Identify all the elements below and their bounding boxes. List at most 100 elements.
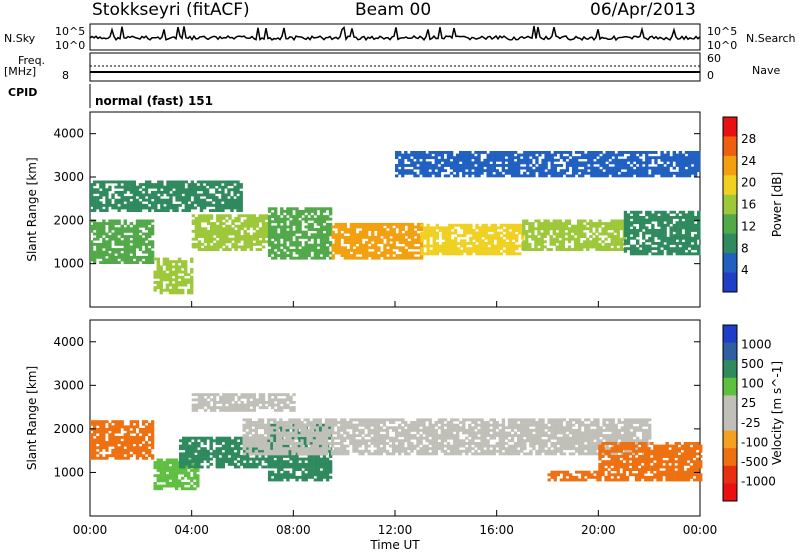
data-cell	[319, 235, 324, 239]
data-cell	[480, 169, 484, 173]
data-cell	[129, 209, 134, 212]
data-cell	[507, 158, 512, 162]
data-cell	[135, 229, 140, 233]
data-cell	[681, 210, 686, 214]
data-cell	[316, 233, 321, 237]
data-cell	[377, 235, 381, 239]
data-cell	[660, 174, 664, 178]
data-cell	[138, 451, 143, 455]
data-cell	[349, 442, 353, 445]
data-cell	[312, 423, 316, 427]
data-cell	[231, 229, 235, 233]
data-cell	[283, 470, 287, 474]
data-cell	[663, 223, 667, 227]
data-cell	[616, 219, 620, 223]
data-cell	[254, 439, 258, 443]
data-cell	[328, 470, 333, 474]
data-cell	[498, 171, 503, 175]
data-cell	[605, 174, 609, 178]
data-cell	[202, 206, 207, 210]
data-cell	[416, 161, 420, 165]
data-cell	[358, 449, 362, 453]
data-cell	[472, 234, 476, 238]
data-cell	[280, 225, 284, 229]
data-cell	[165, 265, 170, 269]
data-cell	[337, 243, 341, 247]
data-cell	[159, 291, 163, 295]
data-cell	[444, 234, 449, 238]
data-cell	[346, 251, 350, 255]
data-cell	[331, 256, 335, 260]
data-cell	[460, 223, 464, 227]
data-cell	[407, 169, 411, 173]
data-cell	[355, 256, 360, 260]
data-cell	[632, 244, 637, 248]
data-cell	[114, 201, 118, 205]
data-cell	[340, 426, 344, 430]
data-cell	[206, 465, 210, 469]
data-cell	[687, 249, 692, 253]
data-cell	[179, 452, 183, 456]
data-cell	[129, 438, 134, 442]
data-cell	[188, 460, 192, 464]
data-cell	[426, 226, 430, 230]
data-cell	[157, 198, 161, 202]
data-cell	[505, 244, 510, 248]
data-cell	[558, 224, 563, 228]
data-cell	[447, 242, 452, 245]
data-cell	[651, 226, 655, 230]
data-cell	[267, 455, 272, 458]
data-cell	[583, 227, 587, 231]
data-cell	[126, 258, 130, 262]
data-cell	[200, 214, 205, 218]
data-cell	[99, 428, 103, 431]
data-cell	[263, 439, 268, 443]
data-cell	[386, 225, 390, 229]
data-cell	[672, 153, 676, 157]
data-cell	[614, 158, 618, 162]
data-cell	[227, 183, 231, 186]
data-cell	[355, 248, 360, 252]
data-cell	[678, 171, 683, 175]
data-cell	[251, 452, 256, 456]
data-cell	[141, 224, 146, 228]
data-cell	[233, 180, 237, 184]
data-cell	[188, 452, 192, 456]
data-cell	[463, 234, 467, 238]
data-cell	[295, 235, 299, 239]
data-cell	[215, 455, 219, 458]
data-cell	[184, 190, 188, 194]
data-cell	[286, 235, 290, 239]
data-cell	[602, 161, 606, 165]
data-cell	[654, 242, 658, 245]
data-cell	[209, 462, 213, 466]
data-cell	[251, 434, 256, 437]
data-cell	[168, 260, 173, 264]
data-cell	[93, 451, 97, 455]
data-cell	[358, 246, 363, 250]
data-cell	[283, 241, 287, 244]
data-cell	[416, 222, 421, 226]
data-cell	[555, 235, 559, 238]
data-cell	[216, 245, 220, 249]
data-cell	[465, 156, 469, 160]
data-cell	[216, 235, 220, 238]
data-cell	[693, 229, 698, 232]
data-cell	[623, 171, 628, 175]
data-cell	[221, 198, 225, 202]
data-cell	[639, 223, 643, 227]
data-cell	[218, 449, 222, 453]
data-cell	[690, 239, 695, 243]
data-cell	[276, 447, 280, 451]
data-cell	[636, 249, 640, 253]
data-cell	[319, 256, 324, 260]
data-cell	[230, 198, 234, 202]
data-cell	[279, 457, 283, 461]
data-cell	[114, 438, 118, 442]
data-cell	[221, 180, 225, 184]
data-cell	[620, 161, 624, 165]
data-cell	[141, 255, 146, 259]
data-cell	[93, 188, 97, 192]
data-cell	[279, 449, 283, 453]
data-cell	[141, 448, 146, 452]
